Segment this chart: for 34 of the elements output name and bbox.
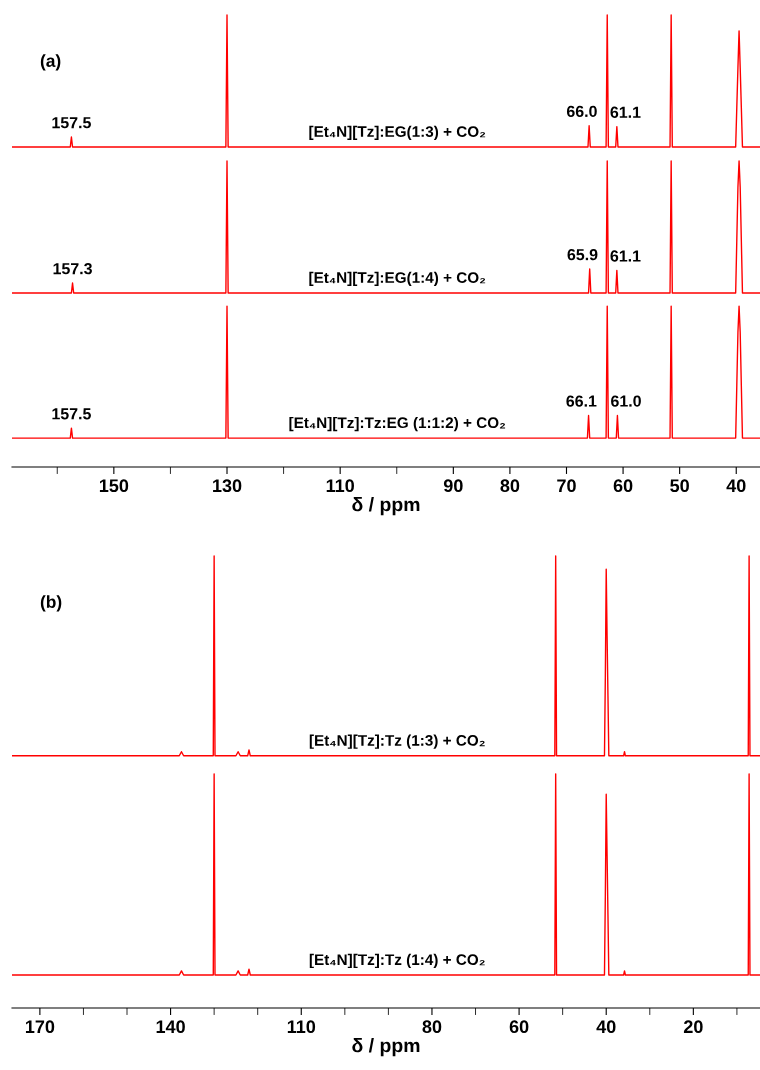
annotation: 66.0 (566, 105, 597, 118)
annotation: (b) (40, 595, 62, 612)
annotation: 61.0 (611, 395, 641, 407)
annotation: 66.1 (566, 395, 597, 407)
x-tick-label: 90 (443, 479, 463, 493)
x-tick-label: 110 (326, 479, 354, 493)
annotation: 157.5 (52, 408, 91, 420)
x-tick-label: 110 (287, 1020, 316, 1034)
x-tick-label: 140 (156, 1020, 185, 1034)
annotation: 157.5 (52, 117, 91, 129)
x-tick-label: 40 (726, 479, 746, 493)
annotation: (a) (40, 54, 61, 71)
x-tick-label: 60 (509, 1020, 529, 1034)
x-tick-label: 50 (670, 479, 689, 493)
x-tick-label: 60 (613, 479, 633, 493)
x-tick-label: 80 (500, 479, 520, 493)
x-tick-label: 70 (557, 479, 576, 493)
x-tick-label: 170 (25, 1020, 55, 1034)
x-tick-label: 130 (213, 479, 242, 493)
annotation: 65.9 (567, 249, 598, 261)
x-axis-title: δ / ppm (352, 1038, 420, 1057)
x-tick-label: 150 (99, 479, 129, 493)
series-label: [Et₄N][Tz]:EG(1:4) + CO₂ (309, 271, 486, 287)
annotation: 61.1 (610, 106, 641, 118)
x-tick-label: 40 (596, 1020, 616, 1034)
annotation: 61.1 (610, 250, 641, 262)
x-axis-title: δ / ppm (352, 497, 420, 516)
annotation: 157.3 (53, 263, 92, 275)
x-tick-label: 20 (683, 1020, 703, 1034)
series-label: [Et₄N][Tz]:Tz:EG (1:1:2) + CO₂ (289, 416, 506, 432)
series-label: [Et₄N][Tz]:Tz (1:3) + CO₂ (309, 734, 485, 749)
series-label: [Et₄N][Tz]:Tz (1:4) + CO₂ (309, 953, 485, 969)
series-label: [Et₄N][Tz]:EG(1:3) + CO₂ (309, 125, 486, 141)
x-tick-label: 80 (422, 1020, 442, 1034)
